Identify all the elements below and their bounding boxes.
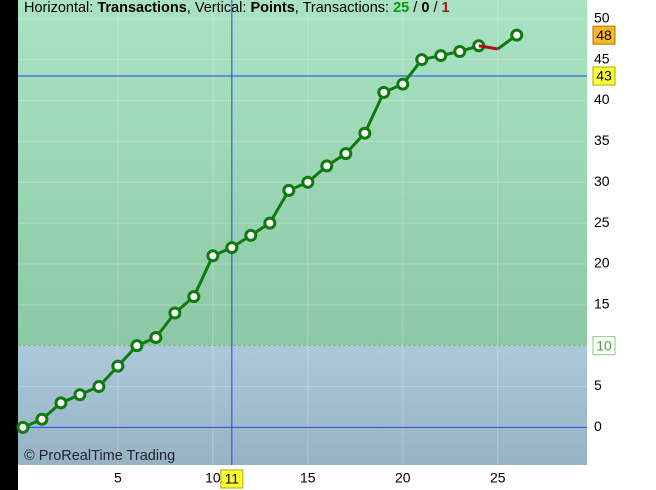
cursor-y-label-box (592, 66, 616, 86)
x-tick-label: 25 (490, 470, 506, 486)
point (35, 412, 49, 426)
separator: / (429, 0, 441, 16)
x-tick-label: 10 (205, 470, 221, 486)
y-tick-label: 45 (594, 50, 610, 66)
point (206, 249, 220, 263)
h-label: Horizontal: (24, 0, 97, 16)
threshold-label-box (592, 336, 616, 356)
y-tick-label: 25 (594, 214, 610, 230)
y-tick-label: 35 (594, 132, 610, 148)
point (168, 306, 182, 320)
y-tick-label: 30 (594, 173, 610, 189)
point (73, 388, 87, 402)
y-tick-label: 40 (594, 91, 610, 107)
plot-background (18, 0, 587, 465)
point (301, 175, 315, 189)
y-tick-label: 0 (594, 418, 602, 434)
point (510, 28, 524, 42)
losses: 1 (442, 0, 450, 16)
point (130, 339, 144, 353)
x-tick-label: 20 (395, 470, 411, 486)
y-tick-label: 50 (594, 9, 610, 25)
plot (16, 0, 587, 465)
point (149, 331, 163, 345)
zone-above (18, 0, 587, 346)
point (320, 159, 334, 173)
cursor-y-label: 43 (596, 68, 612, 84)
v-value: Points (250, 0, 294, 16)
even: 0 (421, 0, 429, 16)
point (111, 359, 125, 373)
point (434, 49, 448, 63)
t-label: , Transactions: (295, 0, 393, 16)
wins: 25 (393, 0, 409, 16)
point (377, 85, 391, 99)
watermark: © ProRealTime Trading (24, 448, 175, 464)
point (453, 44, 467, 58)
point (16, 420, 30, 434)
point (415, 53, 429, 67)
point (358, 126, 372, 140)
point (187, 290, 201, 304)
v-label: , Vertical: (187, 0, 251, 16)
separator: / (409, 0, 421, 16)
series-line (478, 44, 498, 51)
cursor-x-label-box (220, 469, 244, 489)
left-bar (0, 0, 18, 490)
point (263, 216, 277, 230)
y-tick-label: 20 (594, 255, 610, 271)
point (396, 77, 410, 91)
point (225, 241, 239, 255)
last-value-label-box (592, 25, 616, 45)
cursor-x-label: 11 (225, 471, 240, 487)
threshold-label: 10 (596, 337, 612, 353)
point (92, 380, 106, 394)
point (54, 396, 68, 410)
x-tick-label: 5 (114, 470, 122, 486)
point (282, 183, 296, 197)
header: Horizontal: Transactions, Vertical: Poin… (24, 0, 450, 16)
point (244, 228, 258, 242)
last-value-label: 48 (596, 27, 612, 43)
point (339, 147, 353, 161)
y-tick-label: 5 (594, 377, 602, 393)
x-tick-label: 15 (300, 470, 316, 486)
y-tick-label: 15 (594, 296, 610, 312)
h-value: Transactions (97, 0, 186, 16)
